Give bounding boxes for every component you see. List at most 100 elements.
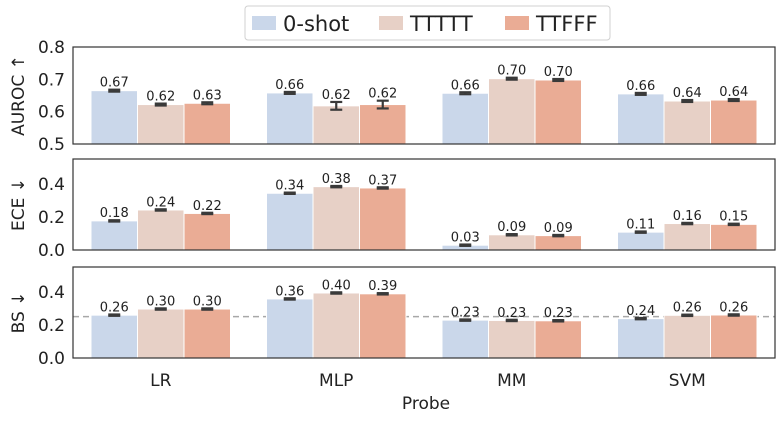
bar-mm-ttttt [488,234,536,251]
bar-lr-0-shot [90,90,138,145]
bar-svm-0-shot [617,318,665,359]
bar-mlp-0-shot [266,298,314,359]
panel-2: 0.18 0.24 0.22 0.34 0.38 0.37 0.03 0.09 0.09 0.11… [9,158,776,261]
data-label: 0.62 [146,90,175,105]
x-axis-label: Probe [402,394,450,414]
data-label: 0.26 [673,301,702,316]
data-label: 0.66 [275,78,304,93]
data-label: 0.39 [368,279,397,294]
bar-mm-ttttt [488,319,536,359]
data-label: 0.36 [275,284,304,299]
bar-svm-ttttt [663,223,711,251]
bar-mlp-ttfff [359,104,407,145]
legend-frame [244,5,611,41]
data-label: 0.23 [451,305,480,320]
legend-swatch-ttfff [505,16,529,30]
bar-mlp-ttttt [312,292,360,359]
panel-frame [72,158,776,251]
bar-lr-ttttt [137,209,185,251]
y-tick-label: 0.8 [38,38,65,58]
data-label: 0.30 [193,294,222,309]
bar-lr-ttfff [183,102,231,145]
x-tick-mlp: MLP [319,371,353,391]
panel-frame [72,46,776,145]
data-label: 0.11 [626,217,655,232]
data-label: 0.24 [146,195,175,210]
bar-lr-ttfff [183,212,231,251]
data-label: 0.70 [497,64,526,79]
bar-svm-0-shot [617,93,665,145]
bar-svm-0-shot [617,231,665,251]
data-label: 0.34 [275,179,304,194]
bar-lr-ttfff [183,308,231,359]
y-tick-label: 0.0 [38,349,65,369]
data-label: 0.64 [673,86,702,101]
legend-swatch-0-shot [252,16,276,30]
bar-mlp-ttfff [359,293,407,359]
data-label: 0.26 [719,300,748,315]
bar-svm-ttttt [663,314,711,359]
data-label: 0.66 [626,79,655,94]
data-label: 0.63 [193,88,222,103]
legend-swatch-ttttt [379,16,403,30]
data-label: 0.26 [100,300,129,315]
data-label: 0.09 [497,220,526,235]
data-label: 0.40 [322,278,351,293]
data-label: 0.64 [719,85,748,100]
x-tick-svm: SVM [669,371,706,391]
bar-mm-ttttt [488,78,536,145]
data-label: 0.15 [719,210,748,225]
bar-mlp-ttttt [312,105,360,145]
data-label: 0.30 [146,294,175,309]
data-label: 0.62 [368,87,397,102]
bar-lr-0-shot [90,220,138,251]
bar-mlp-ttttt [312,186,360,251]
data-label: 0.16 [673,209,702,224]
panel-3: 0.26 0.30 0.30 0.36 0.40 0.39 0.23 0.23 0.23 0.24… [9,266,776,369]
y-tick-label: 0.4 [38,175,65,195]
bar-mlp-0-shot [266,92,314,145]
data-label: 0.23 [544,306,573,321]
panels: 0.67 0.62 0.63 0.66 0.62 0.62 0.66 0.70 0.70 0.66… [9,38,776,369]
y-axis-label: BS ↓ [9,292,29,334]
bar-mm-ttfff [534,79,582,145]
x-tick-lr: LR [150,371,171,391]
legend: 0-shot TTTTT TTFFF [244,5,611,41]
legend-label-0-shot: 0-shot [283,12,349,36]
panel-frame [72,266,776,359]
bar-svm-ttttt [663,100,711,145]
bar-svm-ttfff [710,314,758,359]
y-axis-label: ECE ↓ [9,178,29,231]
data-label: 0.38 [322,172,351,187]
bar-svm-ttfff [710,99,758,145]
x-axis: LR MLP MM SVM [150,371,706,391]
bar-mm-ttfff [534,235,582,251]
bar-lr-ttttt [137,308,185,359]
data-label: 0.62 [322,88,351,103]
y-tick-label: 0.2 [38,208,65,228]
bar-lr-0-shot [90,314,138,359]
bar-svm-ttfff [710,223,758,251]
data-label: 0.37 [368,173,397,188]
bar-mm-ttfff [534,320,582,359]
panel-1: 0.67 0.62 0.63 0.66 0.62 0.62 0.66 0.70 0.70 0.66… [9,38,776,155]
y-tick-label: 0.4 [38,283,65,303]
bar-mlp-0-shot [266,192,314,251]
data-label: 0.24 [626,304,655,319]
bar-mm-0-shot [441,319,489,359]
data-label: 0.66 [451,78,480,93]
bar-lr-ttttt [137,104,185,145]
data-label: 0.70 [544,65,573,80]
y-tick-label: 0.7 [38,70,65,90]
data-label: 0.03 [451,231,480,246]
y-tick-label: 0.6 [38,103,65,123]
data-label: 0.23 [497,306,526,321]
y-tick-label: 0.5 [38,135,65,155]
legend-label-ttfff: TTFFF [535,12,598,36]
data-label: 0.18 [100,206,129,221]
data-label: 0.67 [100,76,129,91]
bar-mlp-ttfff [359,187,407,251]
y-axis-label: AUROC ↑ [9,55,29,136]
y-tick-label: 0.2 [38,316,65,336]
